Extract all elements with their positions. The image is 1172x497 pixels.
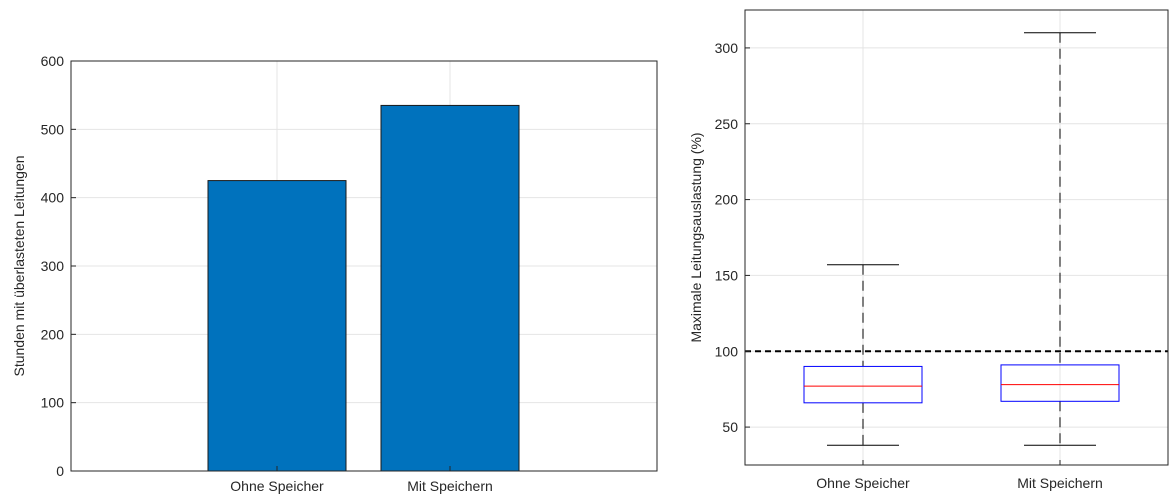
y-tick-label: 0	[56, 463, 64, 479]
y-tick-label: 500	[41, 121, 65, 137]
x-tick-label: Ohne Speicher	[816, 475, 910, 491]
box	[803, 365, 923, 404]
y-tick-label: 300	[41, 258, 65, 274]
y-tick-label: 400	[41, 190, 65, 206]
bar	[207, 180, 347, 472]
y-tick-label: 100	[715, 343, 739, 359]
box-plot: 50 100 150 200 250 300 Ohne Speicher Mit Speich…	[688, 9, 1169, 491]
axes-frame	[744, 9, 1169, 466]
y-tick-label: 600	[41, 53, 65, 69]
x-tick-label: Mit Speichern	[1017, 475, 1103, 491]
y-tick-label: 250	[715, 116, 739, 132]
y-tick-label: 200	[715, 192, 739, 208]
box	[1000, 364, 1120, 402]
y-tick-label: 100	[41, 395, 65, 411]
x-tick-label: Ohne Speicher	[230, 478, 324, 494]
y-tick-label: 200	[41, 326, 65, 342]
x-tick-label: Mit Speichern	[407, 478, 493, 494]
bar-chart: 0 100 200 300 400 500 600 Ohne Speicher Mit Spei…	[11, 53, 658, 494]
y-axis-label: Maximale Leitungsauslastung (%)	[688, 132, 704, 342]
bar	[380, 104, 520, 472]
y-tick-label: 300	[715, 40, 739, 56]
y-axis-label: Stunden mit überlasteten Leitungen	[11, 155, 27, 376]
y-tick-label: 50	[722, 419, 738, 435]
y-tick-label: 150	[715, 267, 739, 283]
